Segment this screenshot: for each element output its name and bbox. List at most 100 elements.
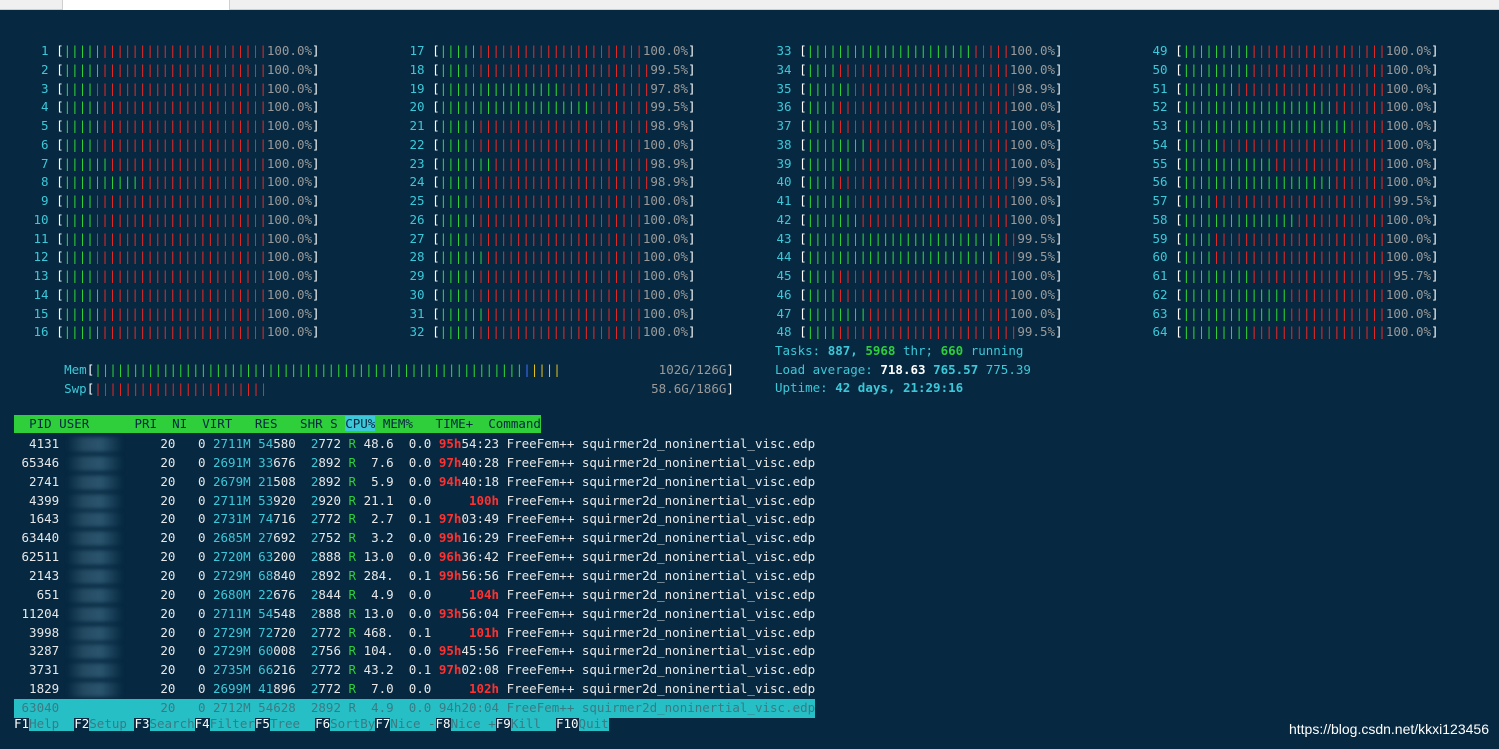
- col-shr[interactable]: SHR: [300, 416, 323, 431]
- table-row[interactable]: 65346 20 0 2691M 33676 2892 R 7.6 0.0 97…: [14, 454, 816, 471]
- cpu-meter-10: 10 [|||||||||||||||||||||||||||100.0%]: [26, 211, 320, 227]
- cpu-meter-61: 61 [||||||||||||||||||||||||||||95.7%]: [1145, 268, 1439, 283]
- cpu-percent: 100.0%: [266, 174, 312, 190]
- table-row[interactable]: 4399 20 0 2711M 53920 2920 R 21.1 0.0 10…: [14, 492, 816, 509]
- cpu-id: 62: [1145, 286, 1168, 302]
- fkey-label[interactable]: SortBy: [330, 716, 376, 731]
- htop-terminal: 1 [|||||||||||||||||||||||||||100.0%] 2 …: [0, 10, 1499, 749]
- pid: 4131: [14, 436, 60, 451]
- swp-bar: |||||||||||||||||||||||: [94, 380, 268, 396]
- cpu-meter-4: 4 [|||||||||||||||||||||||||||100.0%]: [26, 99, 320, 115]
- cpu-percent: 100.0%: [266, 43, 313, 58]
- fkey-f3[interactable]: F3: [134, 716, 150, 731]
- table-row[interactable]: 3287 20 0 2729M 60008 2756 R 104. 0.0 95…: [14, 643, 816, 660]
- cpu-meter-64: 64 [|||||||||||||||||||||||||||100.0%]: [1145, 324, 1439, 340]
- table-row[interactable]: 63440 20 0 2685M 27692 2752 R 3.2 0.0 99…: [14, 530, 816, 547]
- fkey-f2[interactable]: F2: [74, 716, 90, 731]
- fkey-label[interactable]: Nice +: [450, 716, 496, 731]
- col-time[interactable]: TIME+: [435, 416, 474, 431]
- cpu-meter-20: 20 [||||||||||||||||||||||||||||99.5%]: [402, 99, 696, 115]
- cpu-id: 4: [26, 99, 49, 115]
- cpu-percent: 100.0%: [642, 324, 689, 340]
- cpu-meter-7: 7 [|||||||||||||||||||||||||||100.0%]: [26, 155, 320, 171]
- fkey-f4[interactable]: F4: [194, 716, 210, 731]
- user: [66, 606, 123, 622]
- col-pid[interactable]: PID: [29, 416, 52, 431]
- fkey-f1[interactable]: F1: [14, 716, 30, 731]
- table-row[interactable]: 1829 20 0 2699M 41896 2772 R 7.0 0.0 102…: [14, 681, 816, 698]
- pid: 3998: [14, 624, 60, 640]
- table-row-selected[interactable]: 63040 20 0 2712M 54628 2892 R 4.9 0.0 94…: [14, 698, 816, 718]
- fkey-label[interactable]: Nice -: [390, 716, 436, 731]
- pid: 2143: [14, 567, 60, 583]
- command: FreeFem++ squirmer2d_noninertial_visc.ed…: [506, 586, 816, 602]
- cpu-meter-27: 27 [|||||||||||||||||||||||||||100.0%]: [402, 230, 696, 246]
- col-s[interactable]: S: [330, 416, 338, 431]
- cpu-percent: 100.0%: [1009, 211, 1055, 227]
- fkey-label[interactable]: Quit: [578, 716, 609, 731]
- table-row[interactable]: 62511 20 0 2720M 63200 2888 R 13.0 0.0 9…: [14, 549, 816, 566]
- table-row[interactable]: 3998 20 0 2729M 72720 2772 R 468. 0.1 10…: [14, 624, 816, 641]
- cpu-id: 34: [769, 61, 792, 77]
- cpu-meter-19: 19 [||||||||||||||||||||||||||||97.8%]: [402, 80, 696, 96]
- col-pid[interactable]: [14, 416, 29, 431]
- cpu-meter-53: 53 [|||||||||||||||||||||||||||100.0%]: [1145, 118, 1439, 133]
- command: FreeFem++ squirmer2d_noninertial_visc.ed…: [506, 492, 816, 508]
- cpu-id: 54: [1145, 136, 1168, 152]
- cpu-meter-45: 45 [|||||||||||||||||||||||||||100.0%]: [769, 268, 1063, 283]
- cpu-meter-13: 13 [|||||||||||||||||||||||||||100.0%]: [26, 268, 320, 283]
- table-row[interactable]: 11204 20 0 2711M 54548 2888 R 13.0 0.0 9…: [14, 605, 816, 622]
- fkey-f5[interactable]: F5: [254, 716, 270, 731]
- cpu-id: 26: [402, 211, 425, 227]
- fkey-f8[interactable]: F8: [435, 716, 451, 731]
- fkey-f10[interactable]: F10: [555, 716, 579, 731]
- cpu-percent: 100.0%: [1009, 61, 1055, 77]
- table-row[interactable]: 3731 20 0 2735M 66216 2772 R 43.2 0.1 97…: [14, 662, 816, 679]
- fkey-label[interactable]: Tree: [269, 716, 316, 731]
- col-cpu[interactable]: CPU%: [345, 416, 376, 431]
- cpu-id: 57: [1145, 193, 1168, 208]
- fkey-f7[interactable]: F7: [375, 716, 391, 731]
- cpu-id: 15: [26, 305, 49, 321]
- cpu-id: 6: [26, 136, 49, 152]
- cpu-percent: 98.9%: [650, 155, 689, 171]
- cpu-percent: 100.0%: [642, 136, 688, 152]
- col-res[interactable]: RES: [254, 416, 278, 431]
- mem-meter: Mem[||||||||||||||||||||||||||||||||||||…: [64, 361, 734, 377]
- browser-tab[interactable]: [62, 0, 230, 10]
- fkey-label[interactable]: Setup: [89, 716, 135, 731]
- col-command[interactable]: Command: [488, 416, 541, 431]
- table-row[interactable]: 4131 20 0 2711M 54580 2772 R 48.6 0.0 95…: [14, 436, 816, 452]
- command: FreeFem++ squirmer2d_noninertial_visc.ed…: [506, 681, 816, 697]
- cpu-meter-40: 40 [||||||||||||||||||||||||||||99.5%]: [769, 174, 1063, 190]
- fkey-label[interactable]: Filter: [209, 716, 255, 731]
- cpu-id: 36: [769, 99, 792, 115]
- fkey-f6[interactable]: F6: [315, 716, 331, 731]
- table-row[interactable]: 2143 20 0 2729M 68840 2892 R 284. 0.1 99…: [14, 567, 816, 584]
- fkey-f9[interactable]: F9: [495, 716, 511, 731]
- command: FreeFem++ squirmer2d_noninertial_visc.ed…: [506, 643, 816, 659]
- cpu-meter-18: 18 [||||||||||||||||||||||||||||99.5%]: [402, 61, 696, 77]
- cpu-meter-60: 60 [|||||||||||||||||||||||||||100.0%]: [1145, 249, 1439, 265]
- cpu-percent: 100.0%: [266, 268, 312, 283]
- cpu-id: 33: [769, 43, 792, 58]
- cpu-percent: 99.5%: [1017, 230, 1056, 246]
- table-row[interactable]: 1643 20 0 2731M 74716 2772 R 2.7 0.1 97h…: [14, 511, 816, 528]
- cpu-percent: 100.0%: [1385, 155, 1431, 171]
- fkey-label[interactable]: Kill: [510, 716, 556, 731]
- fkey-label[interactable]: Help: [29, 716, 75, 731]
- table-row[interactable]: 2741 20 0 2679M 21508 2892 R 5.9 0.0 94h…: [14, 473, 816, 490]
- col-pri[interactable]: PRI: [134, 416, 158, 431]
- cpu-percent: 100.0%: [1009, 193, 1055, 208]
- col-user[interactable]: USER: [59, 416, 90, 431]
- col-virt[interactable]: VIRT: [202, 416, 233, 431]
- fkey-label[interactable]: Search: [149, 716, 195, 731]
- table-row[interactable]: 651 20 0 2680M 22676 2844 R 4.9 0.0 104h…: [14, 586, 816, 603]
- cpu-percent: 100.0%: [1009, 43, 1056, 58]
- cpu-meter-33: 33 [|||||||||||||||||||||||||||100.0%]: [769, 43, 1063, 58]
- cpu-id: 24: [402, 174, 425, 190]
- cpu-percent: 100.0%: [1009, 268, 1055, 283]
- col-ni[interactable]: NI: [172, 416, 188, 431]
- col-mem[interactable]: MEM%: [382, 416, 413, 431]
- cpu-percent: 99.5%: [650, 99, 689, 115]
